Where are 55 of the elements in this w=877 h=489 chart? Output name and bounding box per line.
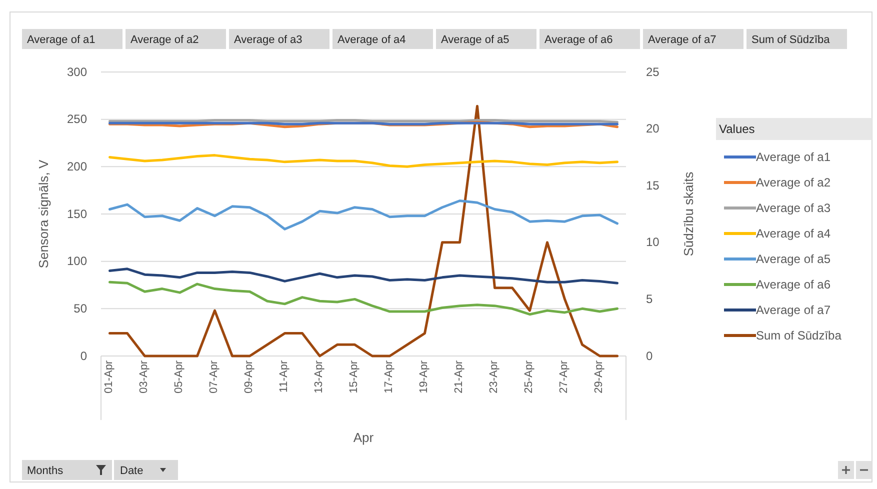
y-tick-label: 200	[66, 160, 88, 174]
legend-label: Average of a2	[756, 176, 831, 190]
line-series	[108, 154, 618, 168]
legend-label: Average of a1	[756, 150, 831, 164]
x-tick-label: 23-Apr	[488, 360, 500, 394]
legend-label: Average of a4	[756, 226, 831, 240]
line-series	[108, 104, 618, 358]
line-series	[108, 199, 618, 230]
x-tick-label: 05-Apr	[172, 360, 185, 394]
x-tick-label: 19-Apr	[418, 360, 430, 394]
legend-label: Average of a6	[756, 278, 831, 292]
text: Average of a7	[648, 34, 716, 46]
x-tick-label: 21-Apr	[452, 360, 465, 394]
x-tick-label: 27-Apr	[558, 360, 570, 394]
y-tick-label: 250	[66, 112, 88, 126]
y2-tick-label: 10	[646, 235, 660, 250]
text: Average of a6	[544, 34, 613, 46]
text: Average of a4	[338, 34, 406, 46]
y-tick-label: 300	[66, 64, 88, 79]
y2-tick-label: 5	[646, 292, 653, 306]
legend-title: Values	[719, 122, 755, 136]
y2-tick-label: 20	[646, 122, 660, 136]
y2-tick-label: 0	[646, 348, 653, 363]
x-tick-label: 13-Apr	[312, 360, 325, 394]
y-axis-title: Sensora signāls, V	[36, 159, 51, 268]
text: Average of a3	[234, 34, 302, 46]
line-series	[108, 280, 618, 316]
text: Average of a1	[27, 34, 96, 46]
x-tick-label: 17-Apr	[382, 360, 395, 394]
legend-label: Sum of Sūdzība	[756, 328, 842, 342]
legend-label: Average of a5	[756, 252, 831, 266]
y2-tick-label: 25	[646, 64, 660, 79]
y-tick-label: 0	[80, 348, 88, 363]
text: Average of a2	[130, 34, 199, 46]
x-tick-label: 03-Apr	[138, 360, 150, 394]
x-axis-title: Apr	[353, 430, 374, 445]
legend-label: Average of a3	[756, 201, 831, 215]
y-tick-label: 50	[74, 302, 88, 316]
text: Months	[27, 465, 64, 477]
y-tick-label: 100	[66, 254, 88, 268]
y2-axis-title: Sūdzību skaits	[681, 171, 696, 256]
x-tick-label: 11-Apr	[278, 360, 290, 393]
x-tick-label: 15-Apr	[348, 360, 360, 394]
text: Sum of Sūdzība	[752, 34, 830, 46]
x-tick-label: 25-Apr	[522, 360, 535, 394]
x-tick-label: 09-Apr	[242, 360, 255, 394]
x-tick-label: 29-Apr	[592, 360, 605, 394]
text: Average of a5	[441, 34, 510, 46]
text: Date	[120, 465, 144, 477]
legend-label: Average of a7	[756, 303, 831, 317]
y-tick-label: 150	[66, 206, 88, 221]
line-series	[108, 268, 618, 284]
x-tick-label: 07-Apr	[208, 360, 220, 394]
x-tick-label: 01-Apr	[102, 360, 115, 394]
y2-tick-label: 15	[646, 178, 660, 192]
